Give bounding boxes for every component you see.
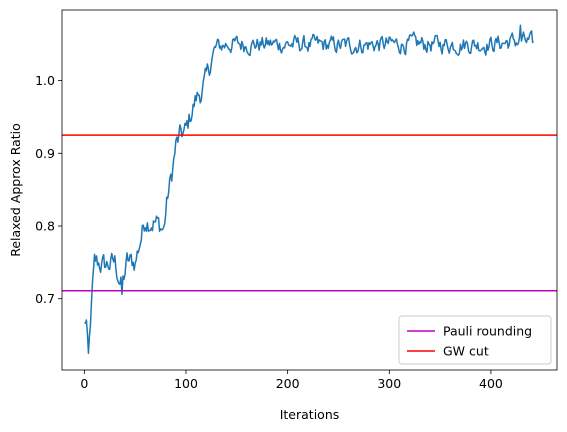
legend: Pauli rounding GW cut bbox=[398, 315, 552, 365]
y-tick-label: 0.9 bbox=[35, 146, 55, 161]
axes-frame bbox=[61, 9, 558, 371]
x-tick-label: 300 bbox=[377, 376, 401, 391]
y-tick-label: 0.7 bbox=[35, 291, 55, 306]
y-axis-label: Relaxed Approx Ratio bbox=[8, 123, 23, 257]
legend-box bbox=[398, 315, 552, 365]
x-tick-label: 200 bbox=[276, 376, 300, 391]
x-axis-label: Iterations bbox=[280, 407, 340, 422]
plot-area bbox=[62, 10, 557, 370]
legend-label: GW cut bbox=[443, 344, 489, 359]
y-tick-label: 0.8 bbox=[35, 219, 55, 234]
x-tick-label: 100 bbox=[174, 376, 198, 391]
y-tick-label: 1.0 bbox=[35, 73, 55, 88]
series-line-0 bbox=[84, 24, 534, 355]
x-tick-label: 400 bbox=[479, 376, 503, 391]
x-tick-label: 0 bbox=[80, 376, 88, 391]
legend-label: Pauli rounding bbox=[443, 324, 532, 339]
